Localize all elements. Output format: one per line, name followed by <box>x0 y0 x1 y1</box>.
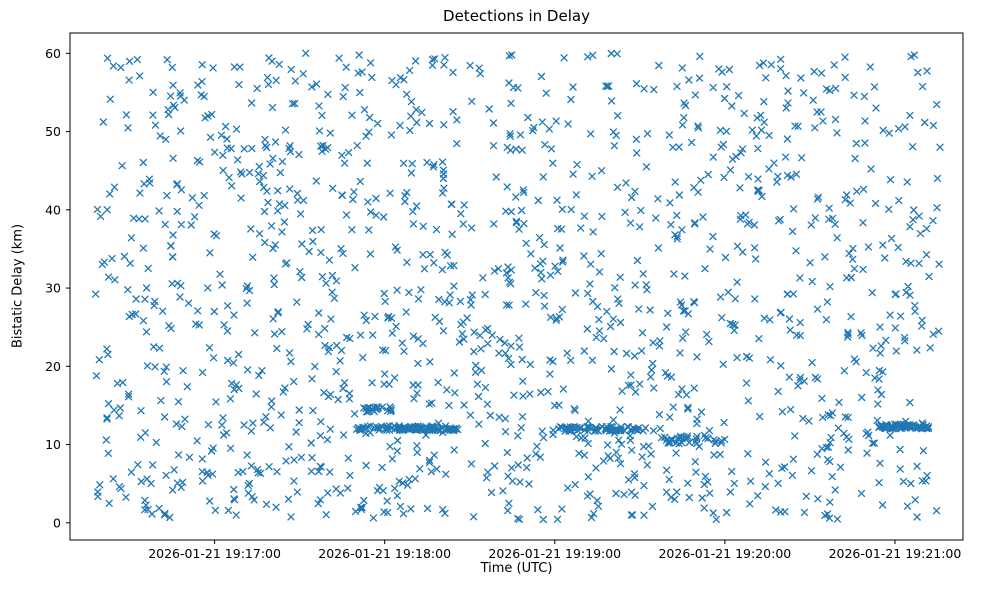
x-tick-label: 2026-01-21 19:20:00 <box>658 546 791 561</box>
y-tick-label: 20 <box>45 359 61 374</box>
scatter-markers <box>91 49 944 524</box>
x-axis-label: Time (UTC) <box>480 561 553 576</box>
y-tick-label: 10 <box>45 437 61 452</box>
axes-spines <box>69 32 964 541</box>
x-tick-label: 2026-01-21 19:18:00 <box>318 546 451 561</box>
x-tick-label: 2026-01-21 19:21:00 <box>829 546 962 561</box>
y-tick-label: 60 <box>45 46 61 61</box>
y-tick-label: 40 <box>45 202 61 217</box>
y-tick-label: 0 <box>53 515 61 530</box>
y-tick-label: 50 <box>45 124 61 139</box>
chart-title: Detections in Delay <box>443 7 590 25</box>
x-tick-label: 2026-01-21 19:17:00 <box>148 546 281 561</box>
x-tick-label: 2026-01-21 19:19:00 <box>488 546 621 561</box>
y-tick-label: 30 <box>45 281 61 296</box>
